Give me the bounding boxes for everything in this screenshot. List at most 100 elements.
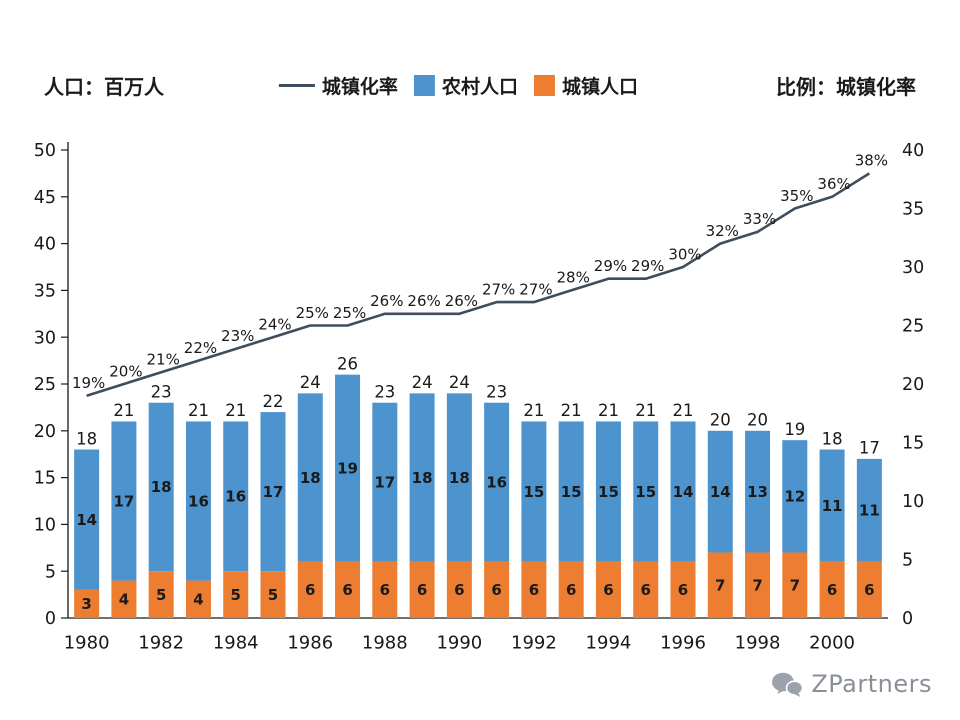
bar-total-label: 18 xyxy=(76,429,97,448)
line-value-label: 25% xyxy=(296,304,329,322)
urban-value-label: 6 xyxy=(491,581,501,599)
line-value-label: 19% xyxy=(72,374,105,392)
urban-population-bar xyxy=(782,552,808,618)
x-axis-label: 1988 xyxy=(362,632,408,653)
x-axis-label: 1980 xyxy=(64,632,110,653)
urban-population-bar xyxy=(484,561,510,618)
x-axis-label: 1986 xyxy=(287,632,333,653)
right-axis-tick-label: 30 xyxy=(902,258,924,278)
rural-population-bar xyxy=(148,402,174,572)
left-axis-tick-label: 30 xyxy=(34,328,56,348)
urban-value-label: 6 xyxy=(827,581,837,599)
left-axis-tick-label: 40 xyxy=(34,235,56,255)
wechat-logo-icon xyxy=(772,672,804,697)
urban-population-bar xyxy=(595,561,621,618)
urban-value-label: 6 xyxy=(603,581,613,599)
urban-population-bar xyxy=(670,561,696,618)
rural-value-label: 17 xyxy=(263,483,284,501)
legend-line-swatch xyxy=(278,84,315,87)
urban-value-label: 5 xyxy=(156,586,166,604)
x-axis-label: 1984 xyxy=(213,632,259,653)
urban-value-label: 6 xyxy=(380,581,390,599)
urban-value-label: 7 xyxy=(752,576,762,594)
right-axis-tick-label: 10 xyxy=(902,492,924,512)
x-axis-label: 2000 xyxy=(809,632,855,653)
left-axis-tick-label: 15 xyxy=(34,469,56,489)
bar-total-label: 22 xyxy=(263,392,284,411)
line-value-label: 26% xyxy=(370,292,403,310)
rural-value-label: 15 xyxy=(598,483,619,501)
rural-value-label: 18 xyxy=(151,478,172,496)
bar-total-label: 21 xyxy=(598,401,619,420)
footer-brand: ZPartners xyxy=(771,670,932,698)
urban-value-label: 6 xyxy=(864,581,874,599)
bar-total-label: 21 xyxy=(113,401,134,420)
urban-population-bar xyxy=(335,561,361,618)
urban-population-bar xyxy=(223,571,249,618)
legend-item-urbanization-rate: 城镇化率 xyxy=(278,72,398,99)
legend-label-urban-population: 城镇人口 xyxy=(561,76,638,98)
urban-value-label: 4 xyxy=(193,591,203,609)
urban-value-label: 4 xyxy=(119,591,129,609)
urban-population-bar xyxy=(745,552,771,618)
rural-population-bar xyxy=(446,393,472,562)
urban-value-label: 6 xyxy=(342,581,352,599)
urban-value-label: 7 xyxy=(790,576,800,594)
bar-total-label: 20 xyxy=(710,411,731,430)
bar-total-label: 21 xyxy=(673,401,694,420)
urban-population-bar xyxy=(856,561,882,618)
rural-population-bar xyxy=(521,421,547,562)
line-value-label: 28% xyxy=(557,269,590,287)
urban-population-bar xyxy=(819,561,845,618)
legend-square-rural-swatch xyxy=(413,75,435,96)
urban-value-label: 3 xyxy=(81,595,91,613)
urban-value-label: 6 xyxy=(454,581,464,599)
x-axis-label: 1982 xyxy=(138,632,184,653)
urban-population-bar xyxy=(185,580,211,618)
rural-value-label: 17 xyxy=(113,492,134,510)
legend-label-rural-population: 农村人口 xyxy=(441,76,518,98)
urban-population-bar xyxy=(707,552,733,618)
rural-population-bar xyxy=(335,374,361,562)
rural-value-label: 15 xyxy=(523,483,544,501)
x-axis-label: 1994 xyxy=(586,632,632,653)
bar-total-label: 21 xyxy=(523,401,544,420)
line-value-label: 25% xyxy=(333,304,366,322)
legend-square-urban-swatch xyxy=(533,75,555,96)
rural-value-label: 18 xyxy=(300,469,321,487)
bar-total-label: 24 xyxy=(300,373,321,392)
urban-value-label: 6 xyxy=(678,581,688,599)
right-axis-tick-label: 15 xyxy=(902,434,924,454)
urban-value-label: 6 xyxy=(305,581,315,599)
rural-population-bar xyxy=(260,412,286,572)
line-value-label: 23% xyxy=(221,327,254,345)
rural-population-bar xyxy=(782,440,808,553)
right-axis-tick-label: 5 xyxy=(902,551,913,571)
rural-population-bar xyxy=(297,393,323,562)
legend-label-urbanization-rate: 城镇化率 xyxy=(321,76,398,98)
right-axis-tick-label: 35 xyxy=(902,200,924,220)
bar-total-label: 17 xyxy=(859,439,880,458)
line-value-label: 33% xyxy=(743,210,776,228)
bar-total-label: 23 xyxy=(151,382,172,401)
brand-text: ZPartners xyxy=(811,670,932,698)
line-value-label: 24% xyxy=(258,315,291,333)
x-axis-label: 1998 xyxy=(735,632,781,653)
left-axis-tick-label: 45 xyxy=(34,188,56,208)
left-axis-tick-label: 50 xyxy=(34,141,56,161)
rural-value-label: 16 xyxy=(486,474,507,492)
line-value-label: 22% xyxy=(184,339,217,357)
urban-population-bar xyxy=(372,561,398,618)
line-value-label: 27% xyxy=(519,280,552,298)
rural-population-bar xyxy=(558,421,584,562)
rural-value-label: 14 xyxy=(710,483,731,501)
rural-value-label: 18 xyxy=(449,469,470,487)
rural-population-bar xyxy=(223,421,249,572)
rural-population-bar xyxy=(185,421,211,581)
rural-value-label: 19 xyxy=(337,459,358,477)
rural-population-bar xyxy=(856,458,882,562)
left-axis-tick-label: 5 xyxy=(45,562,56,582)
x-axis-label: 1996 xyxy=(660,632,706,653)
rural-population-bar xyxy=(707,430,733,553)
